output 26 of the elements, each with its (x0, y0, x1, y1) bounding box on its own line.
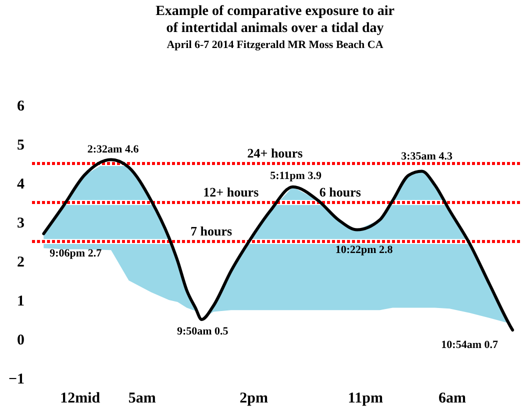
x-tick-label: 5am (128, 390, 156, 406)
y-tick-label: 3 (17, 216, 24, 232)
y-tick-label: 2 (17, 254, 24, 270)
y-tick-label: 6 (17, 98, 25, 114)
annotation: 6 hours (319, 184, 361, 200)
x-tick-label: 12mid (60, 390, 101, 406)
annotation: 2:32am 4.6 (87, 144, 140, 156)
y-tick-label: 4 (17, 176, 25, 192)
chart-title: Example of comparative exposure to air of intertidal animals over a tidal day (156, 4, 394, 36)
ref-line-label: 24+ hours (247, 146, 303, 160)
annotation: 10:54am 0.7 (441, 339, 498, 352)
x-tick-label: 2pm (240, 390, 268, 406)
annotation: 10:22pm 2.8 (335, 244, 394, 256)
annotation: 3:35am 4.3 (401, 150, 453, 162)
annotation: 9:50am 0.5 (176, 326, 229, 338)
y-tick-label: 0 (17, 332, 24, 348)
annotation: 9:06pm 2.7 (50, 248, 102, 260)
chart-subtitle: April 6-7 2014 Fitzgerald MR Moss Beach CA (166, 39, 384, 51)
ref-line-label: 12+ hours (203, 184, 259, 200)
annotation: 5:11pm 3.9 (270, 170, 322, 182)
ref-line-label: 7 hours (190, 224, 232, 238)
y-tick-label: 1 (17, 294, 24, 310)
x-tick-label: 6am (438, 390, 467, 406)
y-tick-label: −1 (8, 372, 24, 388)
y-tick-label: 5 (17, 138, 24, 154)
x-tick-label: 11pm (348, 390, 384, 406)
